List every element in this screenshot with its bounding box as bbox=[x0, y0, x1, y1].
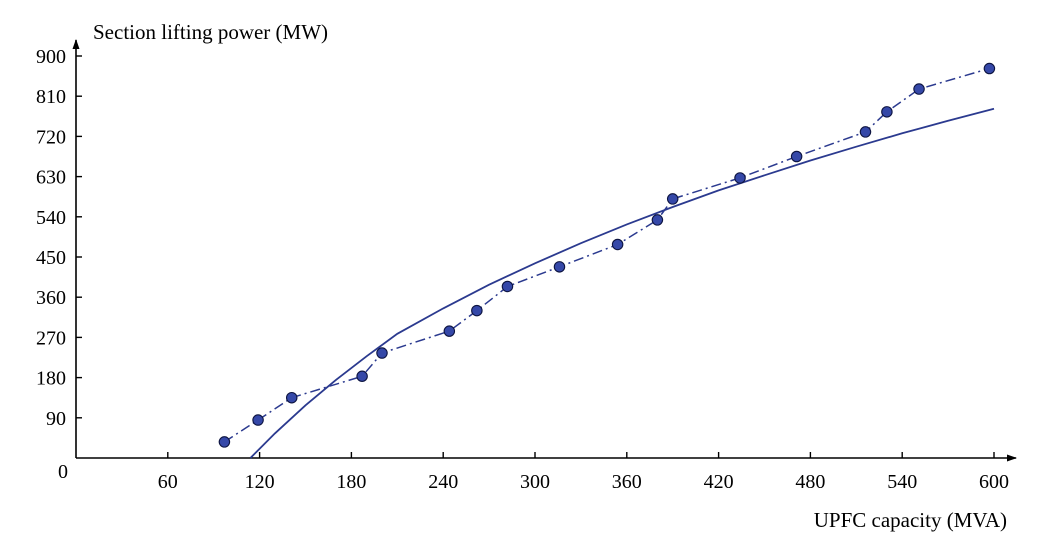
x-tick-label: 180 bbox=[336, 471, 366, 493]
y-tick-label: 450 bbox=[36, 247, 66, 269]
x-tick-label: 360 bbox=[612, 471, 642, 493]
y-tick-label: 180 bbox=[36, 368, 66, 390]
data-point bbox=[218, 436, 231, 448]
data-point bbox=[666, 193, 679, 205]
data-point bbox=[356, 370, 368, 383]
x-tick-label: 60 bbox=[158, 471, 178, 493]
y-tick-label: 630 bbox=[36, 167, 66, 189]
series-layer bbox=[218, 62, 996, 459]
data-point bbox=[471, 304, 483, 317]
data-point bbox=[859, 126, 872, 138]
data-point bbox=[285, 391, 298, 404]
x-tick-label: 600 bbox=[979, 471, 1009, 493]
x-tick-label: 420 bbox=[704, 471, 734, 493]
data-point bbox=[611, 238, 624, 251]
fitted-curve bbox=[249, 107, 995, 459]
data-point bbox=[983, 62, 996, 75]
data-point bbox=[734, 172, 746, 184]
x-tick-label: 480 bbox=[795, 471, 825, 493]
x-axis-title: UPFC capacity (MVA) bbox=[814, 508, 1007, 532]
data-point bbox=[881, 106, 893, 118]
data-point bbox=[443, 325, 456, 337]
x-tick-label: 540 bbox=[887, 471, 917, 493]
x-tick-label: 120 bbox=[245, 471, 275, 493]
x-tick-label: 240 bbox=[428, 471, 458, 493]
ticks-layer: 60 120 180 240 300 360 420 480 540 600 90 180 270 360… bbox=[36, 46, 1009, 493]
origin-label: 0 bbox=[58, 461, 68, 483]
data-series-line bbox=[223, 67, 990, 443]
y-tick-label: 360 bbox=[36, 287, 66, 309]
y-axis-title: Section lifting power (MW) bbox=[93, 20, 328, 44]
y-tick-label: 540 bbox=[36, 207, 66, 229]
data-point bbox=[501, 280, 514, 293]
data-point bbox=[651, 214, 664, 226]
data-point bbox=[553, 261, 566, 273]
x-tick-label: 300 bbox=[520, 471, 550, 493]
y-tick-label: 900 bbox=[36, 46, 66, 68]
data-point bbox=[790, 150, 803, 163]
data-point bbox=[252, 414, 264, 426]
y-tick-label: 270 bbox=[36, 327, 66, 349]
data-point bbox=[376, 347, 388, 359]
y-tick-label: 810 bbox=[36, 86, 66, 108]
y-tick-label: 720 bbox=[36, 126, 66, 148]
data-point bbox=[913, 83, 925, 95]
y-tick-label: 90 bbox=[46, 408, 66, 430]
